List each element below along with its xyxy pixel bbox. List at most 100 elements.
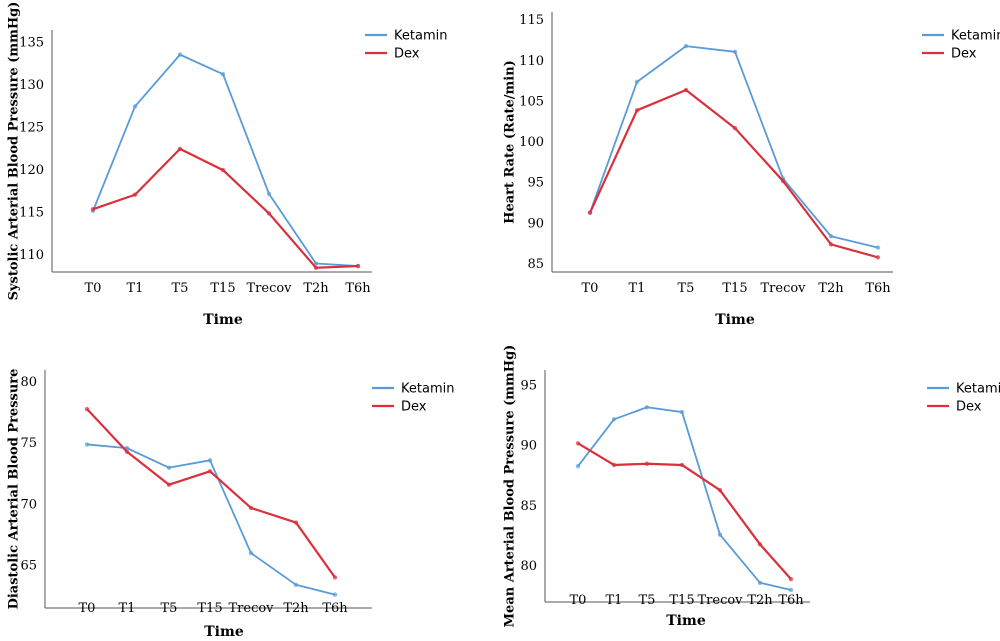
data-point-dex	[644, 461, 650, 466]
data-point-dex	[757, 542, 763, 547]
y-tick-label: 75	[20, 436, 37, 451]
x-tick-label: T1	[119, 601, 136, 616]
x-tick-label: T1	[629, 281, 646, 296]
y-tick-label: 105	[519, 94, 544, 109]
x-tick-label: T5	[639, 593, 656, 608]
data-point-dex	[90, 206, 96, 212]
y-axis-title: Diastolic Arterial Blood Pressure	[7, 369, 22, 610]
data-point-dex	[293, 520, 299, 525]
data-point-dex	[313, 265, 319, 270]
x-tick-label: T15	[669, 593, 694, 608]
y-tick-label: 90	[520, 439, 537, 454]
y-tick-label: 95	[527, 176, 544, 191]
data-point-dex	[355, 263, 361, 269]
chart-panel-2: 85 90 95 100 105 110 115 T0 T1 T5 T15 Trecov T2h T6h T…	[503, 12, 1000, 328]
data-point-ketamin	[732, 49, 738, 55]
data-point-dex	[683, 87, 689, 93]
data-point-ketamin	[332, 592, 338, 597]
data-point-ketamin	[248, 550, 254, 556]
x-tick-label: T2h	[303, 281, 329, 296]
data-point-dex	[679, 462, 685, 468]
x-axis-title: Time	[666, 613, 706, 629]
data-point-ketamin	[266, 191, 272, 197]
data-point-dex	[717, 488, 723, 493]
x-tick-label: T6h	[345, 281, 371, 296]
y-tick-label: 90	[527, 216, 544, 231]
x-tick-label: T5	[172, 281, 189, 296]
x-tick-label: Trecov	[760, 281, 806, 296]
legend-label-ketamin: Ketamin	[394, 29, 447, 44]
data-point-ketamin	[313, 261, 319, 266]
data-point-dex	[780, 178, 786, 184]
legend-label-ketamin: Ketamin	[951, 29, 1000, 44]
y-tick-label: 70	[20, 497, 37, 512]
series-line-ketamin	[92, 53, 359, 267]
data-point-dex	[124, 449, 130, 454]
data-point-dex	[828, 242, 834, 247]
data-point-dex	[732, 125, 738, 131]
y-tick-label: 135	[19, 36, 44, 51]
x-tick-label: T2h	[747, 593, 773, 608]
x-tick-label: T15	[210, 281, 235, 296]
legend-label-ketamin: Ketamin	[956, 382, 1000, 397]
data-point-ketamin	[611, 417, 617, 422]
y-tick-label: 65	[20, 558, 37, 573]
x-tick-label: T0	[85, 281, 102, 296]
y-tick-label: 115	[519, 13, 544, 28]
data-point-dex	[220, 167, 226, 173]
data-point-ketamin	[644, 405, 650, 410]
y-tick-label: 80	[520, 559, 537, 574]
data-point-dex	[166, 482, 172, 487]
y-axis-title: Heart Rate (Rate/min)	[503, 60, 518, 224]
chart-panel-3: 65 70 75 80 T0 T1 T5 T15 Trecov T2h T6h Time Diastol…	[7, 369, 455, 640]
series-line-dex	[86, 408, 336, 579]
data-point-ketamin	[683, 43, 689, 49]
data-point-ketamin	[788, 587, 794, 593]
series-line-ketamin	[577, 406, 792, 591]
data-point-ketamin	[84, 442, 90, 447]
x-tick-label: T5	[161, 601, 178, 616]
legend-label-dex: Dex	[951, 47, 977, 62]
x-axis-title: Time	[203, 312, 243, 328]
y-tick-label: 85	[527, 257, 544, 272]
x-axis-title: Time	[715, 312, 755, 328]
data-point-ketamin	[757, 580, 763, 585]
x-tick-label: T1	[606, 593, 623, 608]
data-point-dex	[788, 576, 794, 582]
series-line-dex	[92, 147, 359, 269]
legend-label-dex: Dex	[394, 47, 420, 62]
x-tick-label: T0	[582, 281, 599, 296]
x-tick-label: Trecov	[246, 281, 292, 296]
y-tick-label: 115	[19, 206, 44, 221]
series-line-ketamin	[589, 45, 879, 249]
x-tick-label: Trecov	[228, 601, 274, 616]
data-point-dex	[132, 192, 138, 197]
x-tick-label: T2h	[818, 281, 844, 296]
series-line-dex	[577, 442, 792, 580]
x-axis-title: Time	[204, 624, 244, 640]
y-tick-label: 130	[19, 78, 44, 93]
data-point-dex	[207, 469, 213, 474]
y-axis-title: Systolic Arterial Blood Pressure (mmHg)	[7, 2, 22, 301]
legend-label-dex: Dex	[401, 400, 427, 415]
data-point-dex	[575, 441, 581, 446]
data-point-dex	[84, 406, 90, 412]
data-point-dex	[266, 211, 272, 216]
x-tick-label: T0	[570, 593, 587, 608]
legend-label-ketamin: Ketamin	[401, 382, 454, 397]
y-tick-label: 120	[19, 163, 44, 178]
y-axis-title: Mean Arterial Blood Pressure (mmHg)	[503, 345, 518, 628]
data-point-dex	[177, 146, 183, 152]
series-line-dex	[589, 88, 879, 259]
data-point-ketamin	[220, 71, 226, 77]
data-point-ketamin	[828, 234, 834, 239]
data-point-dex	[875, 255, 881, 260]
y-tick-label: 125	[19, 121, 44, 136]
y-tick-label: 80	[20, 375, 37, 390]
x-tick-label: T6h	[322, 601, 348, 616]
data-point-dex	[634, 108, 640, 113]
x-tick-label: T2h	[283, 601, 309, 616]
data-point-ketamin	[177, 52, 183, 57]
x-tick-label: T0	[79, 601, 96, 616]
